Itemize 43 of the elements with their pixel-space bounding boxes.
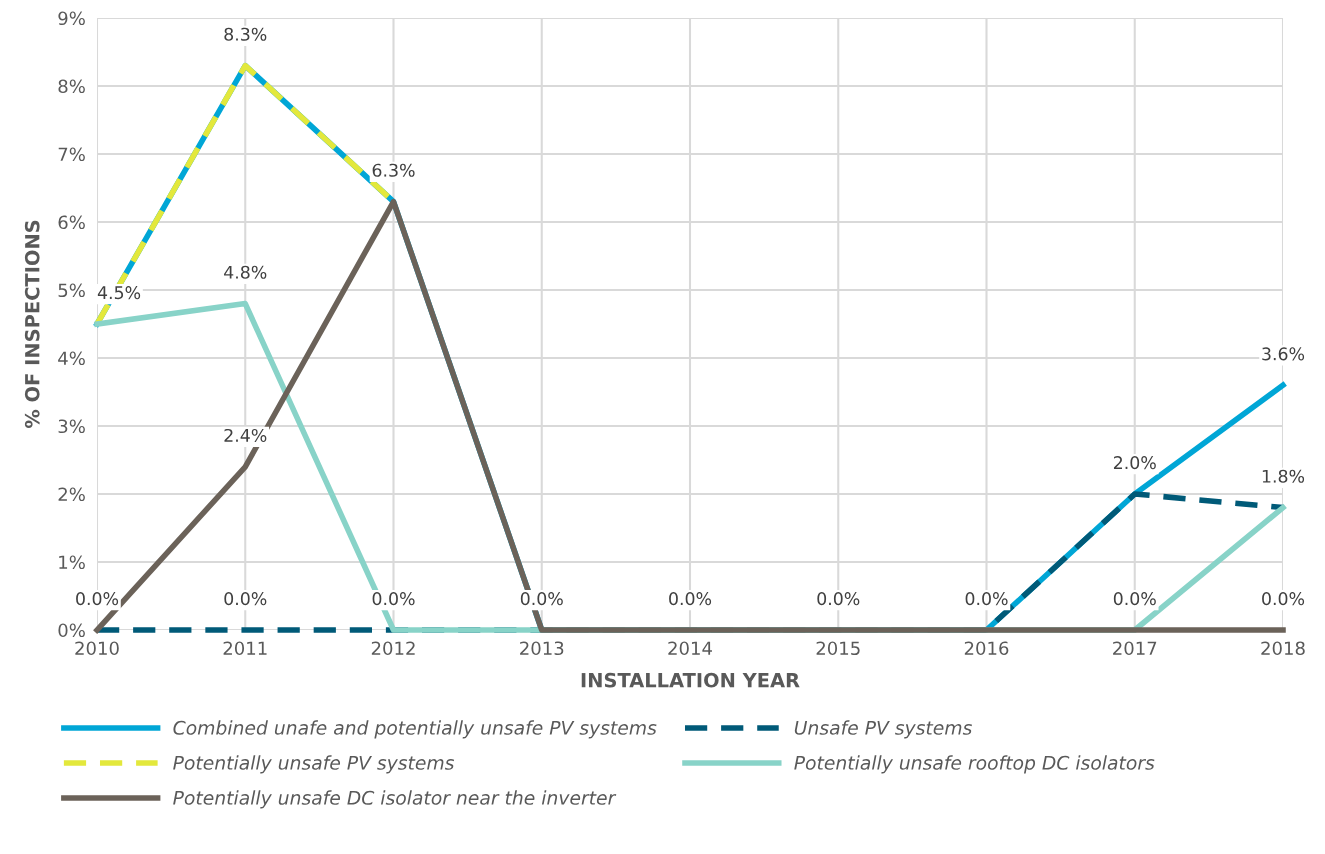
data-label: 4.8% <box>224 265 267 279</box>
legend-label: Potentially unsafe PV systems <box>173 755 455 774</box>
data-label: 2.4% <box>224 428 267 443</box>
y-tick-label: 0% <box>58 623 85 638</box>
data-label: 1.8% <box>1262 469 1305 483</box>
y-tick-label: 7% <box>58 147 85 162</box>
legend-label: Potentially unsafe rooftop DC isolators <box>794 755 1155 774</box>
y-tick-label: 1% <box>59 555 85 570</box>
data-label: 0.0% <box>1262 592 1305 606</box>
x-tick-label: 2014 <box>668 641 712 656</box>
y-tick-label: 4% <box>58 351 85 366</box>
data-label: 0.0% <box>224 592 267 606</box>
legend-label: Combined unafe and potentially unsafe PV systems <box>173 720 657 739</box>
x-tick-label: 2011 <box>223 641 267 656</box>
legend-label: Unsafe PV systems <box>794 720 972 739</box>
data-label: 2.0% <box>1113 456 1156 470</box>
x-tick-label: 2010 <box>75 641 119 656</box>
y-tick-label: 6% <box>58 215 85 230</box>
x-tick-label: 2016 <box>964 641 1009 656</box>
data-label: 4.5% <box>97 286 141 300</box>
y-tick-label: 8% <box>58 79 85 94</box>
x-tick-label: 2012 <box>371 641 415 656</box>
data-label: 0.0% <box>520 592 563 606</box>
data-label: 0.0% <box>817 592 860 606</box>
data-label: 0.0% <box>669 592 712 606</box>
data-label: 8.3% <box>224 27 267 41</box>
x-tick-label: 2017 <box>1113 641 1157 656</box>
data-label: 0.0% <box>76 592 119 606</box>
data-label: 0.0% <box>1113 592 1156 606</box>
x-axis-title: INSTALLATION YEAR <box>581 672 800 688</box>
y-tick-label: 2% <box>58 487 85 502</box>
data-label: 3.6% <box>1262 347 1305 361</box>
data-label: 0.0% <box>372 592 415 606</box>
legend-label: Potentially unsafe DC isolator near the inverter <box>173 790 617 809</box>
y-tick-label: 3% <box>58 419 85 434</box>
data-label: 0.0% <box>965 592 1008 606</box>
y-axis-title: % OF INSPECTIONS <box>24 220 40 429</box>
data-label: 6.3% <box>372 163 415 177</box>
x-tick-label: 2018 <box>1261 641 1305 656</box>
y-tick-label: 5% <box>58 283 85 298</box>
x-tick-label: 2013 <box>520 641 564 656</box>
y-tick-label: 9% <box>58 11 85 26</box>
x-tick-label: 2015 <box>816 641 860 656</box>
